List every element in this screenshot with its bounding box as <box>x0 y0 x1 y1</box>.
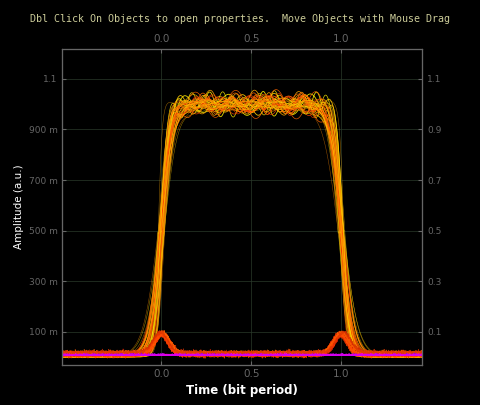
Text: Dbl Click On Objects to open properties.  Move Objects with Mouse Drag: Dbl Click On Objects to open properties.… <box>30 14 450 24</box>
Y-axis label: Amplitude (a.u.): Amplitude (a.u.) <box>14 164 24 249</box>
X-axis label: Time (bit period): Time (bit period) <box>186 384 299 396</box>
